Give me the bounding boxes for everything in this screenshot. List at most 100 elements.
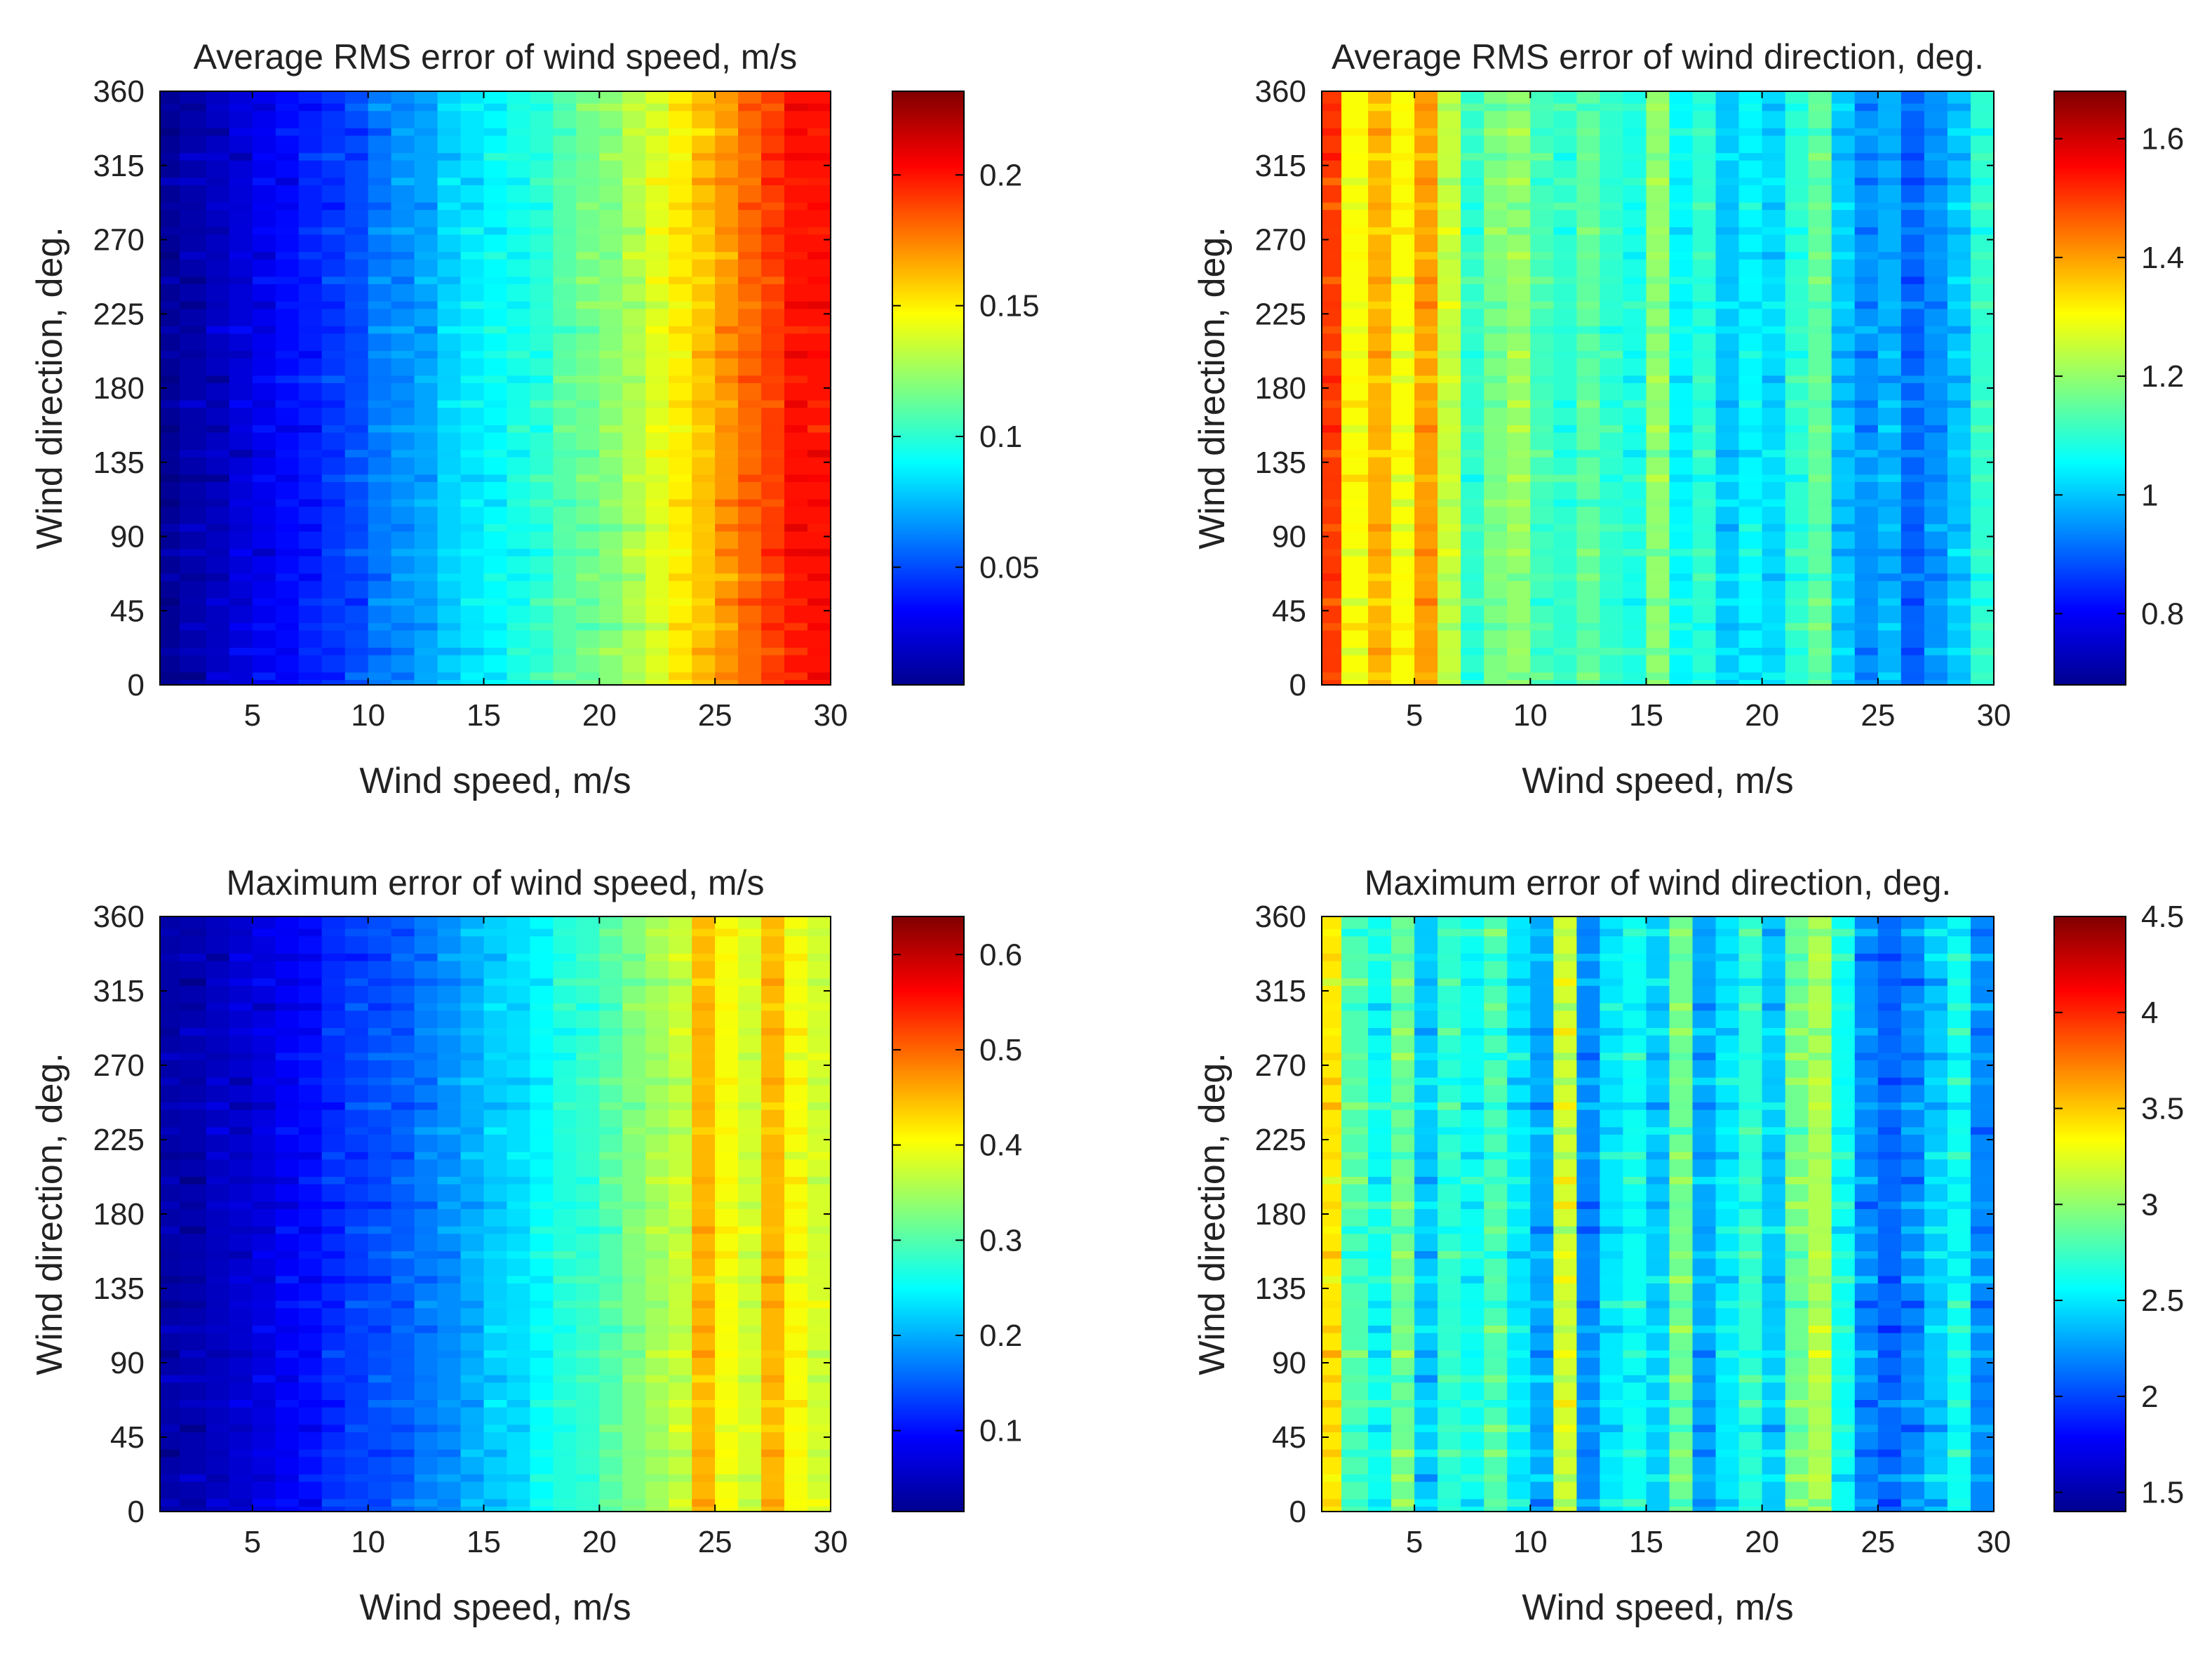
heatmap-stripe — [1437, 549, 1461, 556]
heatmap-stripe — [460, 954, 485, 961]
heatmap-cell — [1854, 91, 1879, 685]
heatmap-stripe — [784, 128, 808, 136]
heatmap-stripe — [1692, 128, 1717, 136]
x-tick-label: 10 — [351, 698, 385, 733]
heatmap-stripe — [298, 375, 323, 383]
heatmap-stripe — [1831, 1127, 1856, 1135]
heatmap-stripe — [321, 1251, 346, 1259]
heatmap-stripe — [1669, 954, 1694, 961]
heatmap-stripe — [645, 622, 669, 631]
heatmap-stripe — [1576, 1276, 1601, 1283]
heatmap-stripe — [1970, 1003, 1995, 1011]
heatmap-stripe — [1669, 598, 1694, 606]
heatmap-stripe — [1808, 648, 1832, 655]
heatmap-stripe — [414, 1276, 438, 1283]
heatmap-stripe — [391, 672, 415, 680]
heatmap-stripe — [460, 375, 485, 383]
heatmap-stripe — [530, 1127, 554, 1135]
heatmap-stripe — [669, 1077, 692, 1086]
heatmap-stripe — [275, 474, 300, 482]
heatmap-cell — [460, 91, 485, 685]
heatmap-stripe — [252, 954, 276, 961]
heatmap-stripe — [1461, 928, 1484, 937]
heatmap-stripe — [1669, 1251, 1694, 1259]
heatmap-stripe — [1877, 1326, 1902, 1333]
heatmap-stripe — [1623, 954, 1647, 961]
heatmap-stripe — [599, 928, 623, 937]
heatmap-stripe — [437, 1326, 462, 1333]
heatmap-stripe — [645, 400, 669, 408]
heatmap-stripe — [160, 598, 180, 606]
heatmap-stripe — [784, 1251, 808, 1259]
heatmap-stripe — [391, 1003, 415, 1011]
heatmap-stripe — [275, 1102, 300, 1110]
heatmap-stripe — [252, 1350, 276, 1358]
heatmap-stripe — [669, 1375, 692, 1383]
heatmap-stripe — [1368, 622, 1392, 631]
colorbar-tick-label: 1.4 — [2141, 241, 2184, 275]
heatmap-cell — [1646, 91, 1670, 685]
heatmap-stripe — [738, 1177, 762, 1185]
heatmap-stripe — [1437, 1201, 1461, 1209]
heatmap-stripe — [738, 978, 762, 986]
heatmap-stripe — [437, 1350, 462, 1358]
heatmap-stripe — [1738, 928, 1763, 937]
heatmap-stripe — [1368, 1300, 1392, 1309]
heatmap-stripe — [1368, 1226, 1392, 1234]
heatmap-stripe — [460, 1474, 485, 1482]
heatmap-stripe — [460, 1003, 485, 1011]
heatmap-stripe — [298, 672, 323, 680]
heatmap-stripe — [1738, 1201, 1763, 1209]
heatmap-stripe — [1576, 128, 1601, 136]
heatmap-stripe — [1970, 301, 1995, 309]
heatmap-stripe — [1414, 103, 1438, 112]
heatmap-stripe — [1507, 598, 1531, 606]
heatmap-stripe — [460, 202, 485, 211]
heatmap-stripe — [553, 450, 577, 458]
heatmap-stripe — [1715, 252, 1740, 260]
heatmap-stripe — [715, 351, 739, 359]
heatmap-stripe — [507, 1425, 531, 1432]
heatmap-stripe — [321, 1003, 346, 1011]
heatmap-stripe — [761, 178, 785, 185]
heatmap-stripe — [530, 523, 554, 532]
heatmap-stripe — [1341, 252, 1369, 260]
heatmap-stripe — [738, 1375, 762, 1383]
heatmap-stripe — [1947, 1028, 1971, 1036]
heatmap-stripe — [437, 1300, 462, 1309]
heatmap-stripe — [553, 573, 577, 581]
heatmap-stripe — [1461, 227, 1484, 235]
heatmap-stripe — [1576, 178, 1601, 185]
heatmap-stripe — [275, 1003, 300, 1011]
heatmap-stripe — [368, 1350, 392, 1358]
heatmap-stripe — [599, 549, 623, 556]
heatmap-stripe — [229, 1300, 253, 1309]
heatmap-stripe — [715, 1474, 739, 1482]
heatmap-stripe — [1877, 1177, 1902, 1185]
heatmap-stripe — [229, 928, 253, 937]
heatmap-stripe — [1924, 202, 1948, 211]
heatmap-stripe — [1924, 276, 1948, 284]
heatmap-stripe — [1341, 1077, 1369, 1086]
heatmap-stripe — [229, 202, 253, 211]
heatmap-stripe — [483, 1251, 508, 1259]
heatmap-stripe — [1553, 1425, 1577, 1432]
heatmap-stripe — [1715, 375, 1740, 383]
y-tick-label: 225 — [1255, 1123, 1306, 1157]
heatmap-stripe — [784, 1326, 808, 1333]
heatmap-stripe — [1576, 928, 1601, 937]
heatmap-stripe — [1785, 1077, 1809, 1086]
heatmap-stripe — [206, 202, 230, 211]
heatmap-stripe — [622, 1053, 646, 1060]
heatmap-stripe — [1414, 1276, 1438, 1283]
heatmap-column — [206, 91, 230, 685]
heatmap-stripe — [715, 252, 739, 260]
heatmap-stripe — [1762, 523, 1786, 532]
heatmap-stripe — [229, 1201, 253, 1209]
heatmap-stripe — [1530, 276, 1554, 284]
heatmap-stripe — [622, 573, 646, 581]
heatmap-stripe — [321, 523, 346, 532]
heatmap-stripe — [1576, 276, 1601, 284]
heatmap-stripe — [599, 202, 623, 211]
heatmap-stripe — [1623, 648, 1647, 655]
